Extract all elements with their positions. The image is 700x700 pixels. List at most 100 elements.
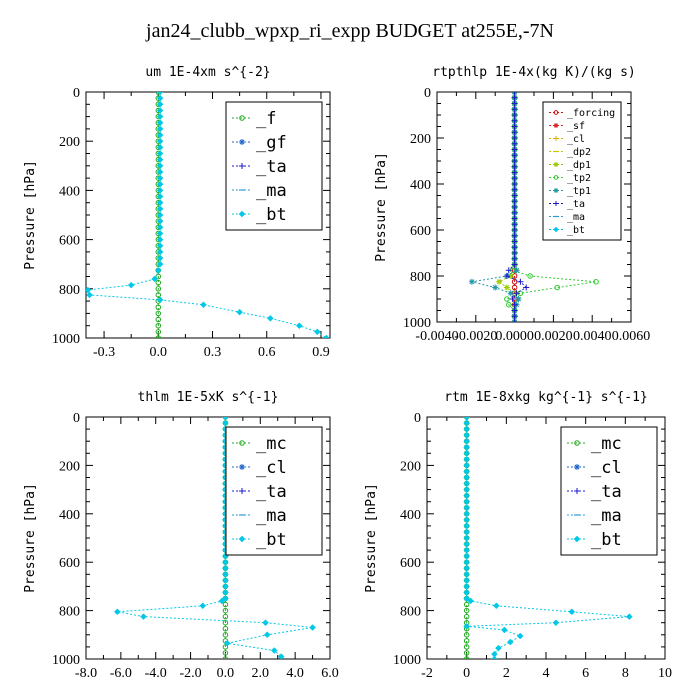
data-point-ta xyxy=(511,181,518,187)
legend-item-bt: _bt xyxy=(232,205,287,225)
data-point-bt xyxy=(463,583,471,590)
y-tick-label: 600 xyxy=(410,224,431,239)
data-point-bt xyxy=(463,425,471,433)
legend-swatch-marker xyxy=(238,535,246,543)
legend: _forcing _sf _cl _dp2 _dp1 _tp2 _tp1 _ta _ma _bt xyxy=(542,101,622,241)
legend-swatch-marker xyxy=(239,139,245,145)
data-point-bt xyxy=(463,417,471,421)
data-point-bt xyxy=(263,631,271,639)
data-point-bt xyxy=(463,455,471,463)
data-point-bt xyxy=(313,328,321,336)
x-tick-label: 0.0000 xyxy=(495,329,534,344)
data-point-mc xyxy=(222,656,229,659)
data-point-mc xyxy=(463,613,470,620)
series-line-tp1 xyxy=(471,92,520,322)
data-point-ta xyxy=(511,319,518,322)
y-tick-label: 200 xyxy=(59,135,80,150)
y-tick-label: 1000 xyxy=(393,653,421,668)
data-point-bt xyxy=(463,492,471,500)
y-tick-label: 400 xyxy=(410,178,431,193)
data-point-bt xyxy=(463,595,471,602)
data-point-mc xyxy=(222,619,229,626)
data-point-bt xyxy=(222,583,229,590)
series-bt xyxy=(463,417,633,659)
y-tick-label: 800 xyxy=(59,605,80,620)
data-point-bt xyxy=(463,558,471,566)
data-point-f xyxy=(155,335,162,338)
data-point-bt xyxy=(463,480,471,487)
data-point-bt xyxy=(86,291,93,299)
x-tick-label: 0.6 xyxy=(258,345,276,360)
data-point-bt xyxy=(463,528,471,536)
data-point-bt xyxy=(463,564,471,572)
y-tick-label: 800 xyxy=(59,283,80,298)
data-point-ta xyxy=(511,92,518,95)
data-point-bt xyxy=(463,570,471,578)
data-point-bt xyxy=(222,417,229,421)
data-point-ta xyxy=(511,129,518,136)
data-point-ta xyxy=(511,112,518,118)
legend-label: _mc xyxy=(591,434,622,454)
legend-label: _ma xyxy=(256,181,287,201)
legend-item-bt: _bt xyxy=(549,225,585,236)
data-point-bt xyxy=(218,597,226,605)
legend-item-tp1: _tp1 xyxy=(549,186,591,197)
data-point-ta xyxy=(511,106,518,113)
data-point-bt xyxy=(156,260,164,268)
data-point-bt xyxy=(467,597,474,605)
legend-label: _cl xyxy=(567,134,585,145)
data-point-ta xyxy=(505,267,512,274)
data-point-ta xyxy=(511,152,518,159)
data-point-bt xyxy=(295,322,303,330)
data-point-ta xyxy=(511,169,518,176)
series-line-tp2 xyxy=(506,92,597,322)
data-point-bt xyxy=(463,510,471,518)
data-point-ta xyxy=(517,278,524,285)
x-tick-label: 0.3 xyxy=(204,345,222,360)
data-point-ta xyxy=(511,215,518,222)
legend-swatch-marker xyxy=(239,464,245,470)
data-point-ta xyxy=(511,192,518,199)
legend-label: _forcing xyxy=(567,108,615,119)
data-point-bt xyxy=(463,589,471,596)
y-tick-label: 600 xyxy=(59,234,80,249)
data-point-mc xyxy=(463,650,470,656)
legend-swatch-marker xyxy=(553,123,559,128)
legend-item-bt: _bt xyxy=(567,530,622,550)
panel-title: rtpthlp 1E-4x(kg K)/(kg s) xyxy=(432,65,636,80)
legend-swatch-marker xyxy=(574,464,580,470)
legend-item-forcing: _forcing xyxy=(549,108,615,119)
legend-swatch-marker xyxy=(239,488,245,494)
legend-item-ta: _ta xyxy=(232,482,287,502)
series-f xyxy=(155,92,162,338)
data-point-forcing xyxy=(511,279,518,285)
panel-thlm-budget: thlm 1E-5xK s^{-1} Pressure [hPa] 0 200 400 6… xyxy=(23,390,339,681)
legend-label: _bt xyxy=(256,530,287,550)
y-axis-label: Pressure [hPa] xyxy=(364,483,379,593)
data-point-bt xyxy=(222,564,229,572)
series-line-ta xyxy=(506,92,528,322)
data-point-bt xyxy=(262,619,269,627)
x-tick-label: 0.0020 xyxy=(534,329,573,344)
data-point-bt xyxy=(222,419,229,427)
legend-label: _tp2 xyxy=(567,173,591,184)
data-point-tp1 xyxy=(507,290,514,297)
data-point-ta xyxy=(511,198,518,205)
data-point-bt xyxy=(223,639,231,647)
legend-item-mc: _mc xyxy=(232,434,287,454)
data-point-bt xyxy=(463,431,471,439)
x-tick-label: 2 xyxy=(503,666,510,681)
legend-swatch-marker xyxy=(553,162,559,167)
data-point-mc xyxy=(222,613,229,620)
data-point-tp1 xyxy=(492,284,499,291)
data-point-bt xyxy=(222,589,229,596)
legend-label: _ma xyxy=(256,506,287,526)
data-point-bt xyxy=(277,653,285,659)
figure-title: jan24_clubb_wpxp_ri_expp BUDGET at255E,-… xyxy=(146,20,554,42)
data-point-ta xyxy=(511,175,518,182)
data-point-bt xyxy=(199,602,207,610)
data-point-ta xyxy=(511,100,518,107)
y-tick-label: 800 xyxy=(400,605,421,620)
y-tick-label: 200 xyxy=(400,459,421,474)
